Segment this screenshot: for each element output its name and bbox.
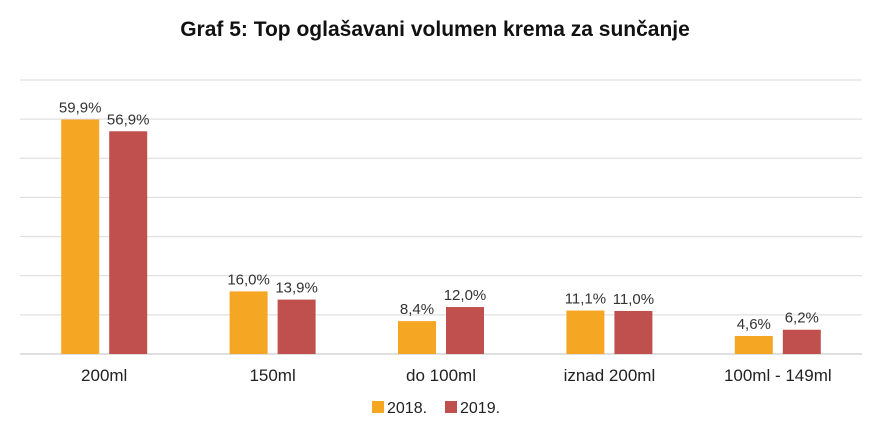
x-axis-tick-labels: 200ml 150ml do 100ml iznad 200ml 100ml - 149… xyxy=(81,366,832,385)
x-tick-label: iznad 200ml xyxy=(564,366,656,385)
bar-100ml-149ml-2019 xyxy=(782,329,821,354)
data-label: 16,0% xyxy=(227,271,270,288)
x-tick-label: 100ml - 149ml xyxy=(724,366,832,385)
bar-do100ml-2019 xyxy=(446,307,484,354)
data-label: 56,9% xyxy=(107,111,150,128)
data-labels: 59,9% 56,9% 16,0% 13,9% 8,4% 12,0% 11,1% 11,0% 4… xyxy=(59,100,819,333)
legend-label: 2019. xyxy=(460,400,500,417)
data-label: 11,0% xyxy=(613,291,654,308)
bar-iznad200ml-2018 xyxy=(566,310,605,354)
bar-200ml-2018 xyxy=(61,119,100,354)
bar-150ml-2018 xyxy=(229,291,268,354)
data-label: 4,6% xyxy=(737,316,771,333)
data-label: 11,1% xyxy=(565,291,606,308)
x-tick-label: 150ml xyxy=(249,366,295,385)
gridlines xyxy=(20,79,862,355)
legend-swatch xyxy=(445,401,457,413)
bars xyxy=(61,119,821,354)
legend-label: 2018. xyxy=(387,400,427,417)
bar-200ml-2019 xyxy=(109,131,148,354)
bar-do100ml-2018 xyxy=(398,321,436,354)
data-label: 12,0% xyxy=(444,287,487,304)
data-label: 6,2% xyxy=(785,310,819,327)
bar-iznad200ml-2019 xyxy=(614,310,653,354)
bar-150ml-2019 xyxy=(277,299,316,354)
x-tick-label: 200ml xyxy=(81,366,127,385)
x-tick-label: do 100ml xyxy=(406,366,476,385)
chart-title: Graf 5: Top oglašavani volumen krema za … xyxy=(180,18,690,41)
data-label: 59,9% xyxy=(59,100,102,117)
data-label: 8,4% xyxy=(400,301,434,318)
data-label: 13,9% xyxy=(275,280,318,297)
legend-swatch xyxy=(372,401,384,413)
bar-100ml-149ml-2018 xyxy=(734,335,773,354)
legend: 2018. 2019. xyxy=(372,400,500,417)
